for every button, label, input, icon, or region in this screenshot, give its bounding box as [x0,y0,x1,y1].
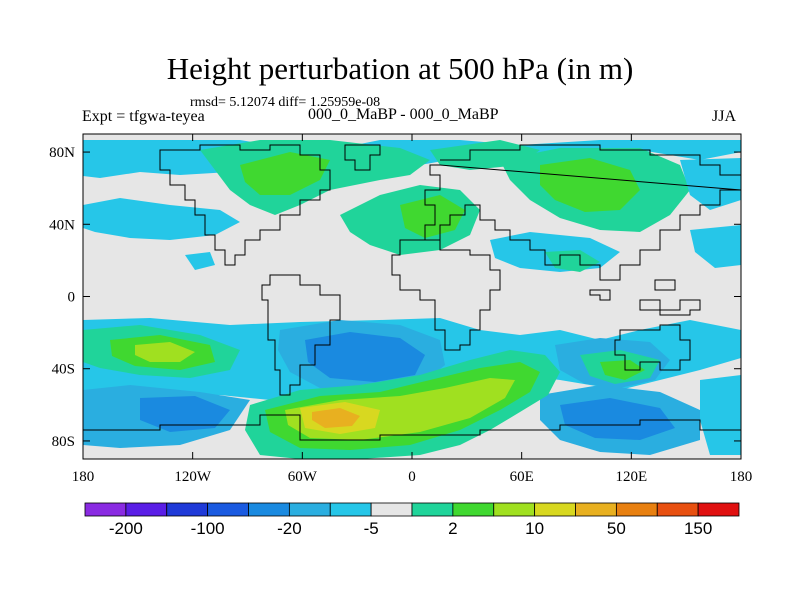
contour-fill-layer [83,140,741,459]
colorbar-swatch [452,502,495,517]
contour-region [560,398,675,440]
coastline-southeast-asia [589,279,701,316]
coastline-layer [83,144,741,441]
colorbar-label: -5 [364,519,379,538]
coastline-south-america [261,274,341,396]
map-plot-area [83,134,741,459]
map-title: Height perturbation at 500 hPa (in m) [166,51,634,86]
coastline-africa [391,239,501,351]
colorbar-label: 150 [684,519,712,538]
colorbar-swatch [125,502,168,517]
colorbar-swatch [656,502,699,517]
colorbar-swatch [615,502,658,517]
lat-tick-label: 40S [52,362,75,378]
coastline-eurasia [424,144,741,281]
contour-region [600,360,645,380]
colorbar-label: 2 [448,519,457,538]
coastline-greenland [344,144,381,171]
contour-region [700,375,741,455]
lat-tick-label: 80N [49,145,75,161]
contour-region [140,396,230,432]
lon-tick-label: 180 [72,469,95,485]
colorbar-swatch [166,502,209,517]
contour-region [185,252,215,270]
colorbar-swatch [370,502,413,517]
colorbar-swatch [84,502,127,517]
experiment-label: Expt = tfgwa-teyea [82,108,205,125]
colorbar-swatch [248,502,290,517]
contour-region [680,158,741,210]
colorbar-label: 10 [525,519,544,538]
period-label: 000_0_MaBP - 000_0_MaBP [308,106,499,123]
colorbar-label: 50 [607,519,626,538]
lon-tick-label: 60E [510,469,534,485]
lon-tick-label: 180 [730,469,753,485]
contour-region [312,408,360,428]
contour-region [135,342,195,362]
stats-label: rmsd= 5.12074 diff= 1.25959e-08 [190,95,381,110]
colorbar-swatch [411,502,454,517]
colorbar-swatch [207,502,249,517]
lon-tick-label: 0 [408,469,416,485]
lat-tick-label: 80S [52,434,75,450]
colorbar-swatch [288,502,331,517]
lon-tick-label: 120E [615,469,647,485]
lon-tick-label: 120W [174,469,212,485]
colorbar-label: -20 [277,519,302,538]
colorbar-swatch [575,502,617,517]
contour-region [305,332,425,382]
lat-tick-label: 0 [68,290,76,306]
colorbar-label: -100 [191,519,225,538]
contour-region [83,198,240,240]
colorbar-label: -200 [109,519,143,538]
contour-region [545,250,600,272]
colorbar: -200 -100 -20 -5 2 10 50 150 [84,502,740,538]
colorbar-swatch [697,502,740,517]
contour-region [690,225,741,268]
colorbar-swatch [534,502,576,517]
contour-region [540,158,640,212]
coastline-north-america [159,144,331,266]
latitude-axis: 80N 40N 0 40S 80S [49,145,741,450]
contour-region [400,195,465,238]
colorbar-swatch [329,502,372,517]
lat-tick-label: 40N [49,217,75,233]
colorbar-swatch [493,502,536,517]
coastline-antarctica [83,414,741,441]
longitude-axis: 180 120W 60W 0 60E 120E 180 [72,134,753,485]
contour-region [240,152,330,195]
lon-tick-label: 60W [288,469,318,485]
season-label: JJA [712,108,737,125]
coastline-australia [614,324,691,371]
